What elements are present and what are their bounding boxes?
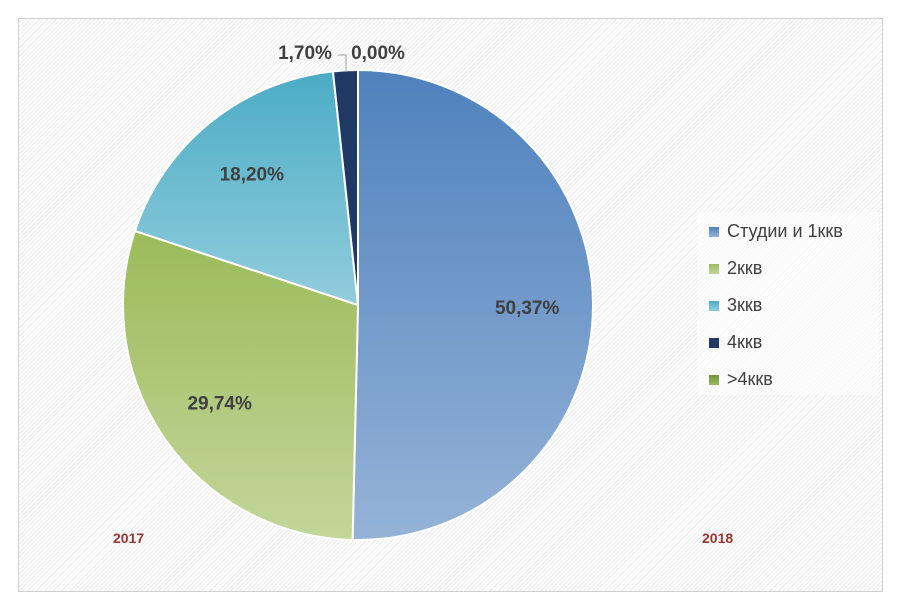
annotation-2018: 2018 bbox=[702, 530, 734, 546]
data-label: 50,37% bbox=[495, 298, 560, 319]
pie-slice bbox=[122, 229, 360, 541]
legend-item: Студии и 1ккв bbox=[709, 221, 843, 242]
legend-label: 4ккв bbox=[727, 332, 763, 352]
pie-slice bbox=[351, 68, 594, 541]
legend-swatch bbox=[709, 300, 719, 311]
data-label: 1,70% bbox=[278, 43, 332, 64]
legend-swatch bbox=[709, 226, 719, 237]
legend-item: >4ккв bbox=[709, 369, 773, 390]
legend-label: Студии и 1ккв bbox=[727, 221, 843, 241]
legend-label: 2ккв bbox=[727, 258, 763, 278]
legend-item: 2ккв bbox=[709, 258, 762, 279]
data-label: 0,00% bbox=[351, 43, 405, 64]
pie-slice bbox=[133, 70, 360, 307]
legend-swatch bbox=[709, 263, 719, 274]
legend-swatch bbox=[709, 374, 719, 385]
annotation-2017: 2017 bbox=[113, 530, 145, 546]
legend-item: 3ккв bbox=[709, 295, 762, 316]
legend: Студии и 1ккв 2ккв 3ккв 4ккв >4ккв bbox=[697, 212, 879, 395]
legend-item: 4ккв bbox=[709, 332, 762, 353]
legend-label: 3ккв bbox=[727, 295, 763, 315]
leader-line bbox=[338, 54, 347, 72]
data-label: 29,74% bbox=[187, 393, 252, 414]
data-label: 18,20% bbox=[220, 164, 285, 185]
pie-slice bbox=[331, 68, 359, 306]
legend-swatch bbox=[709, 337, 719, 348]
legend-label: >4ккв bbox=[727, 369, 773, 389]
